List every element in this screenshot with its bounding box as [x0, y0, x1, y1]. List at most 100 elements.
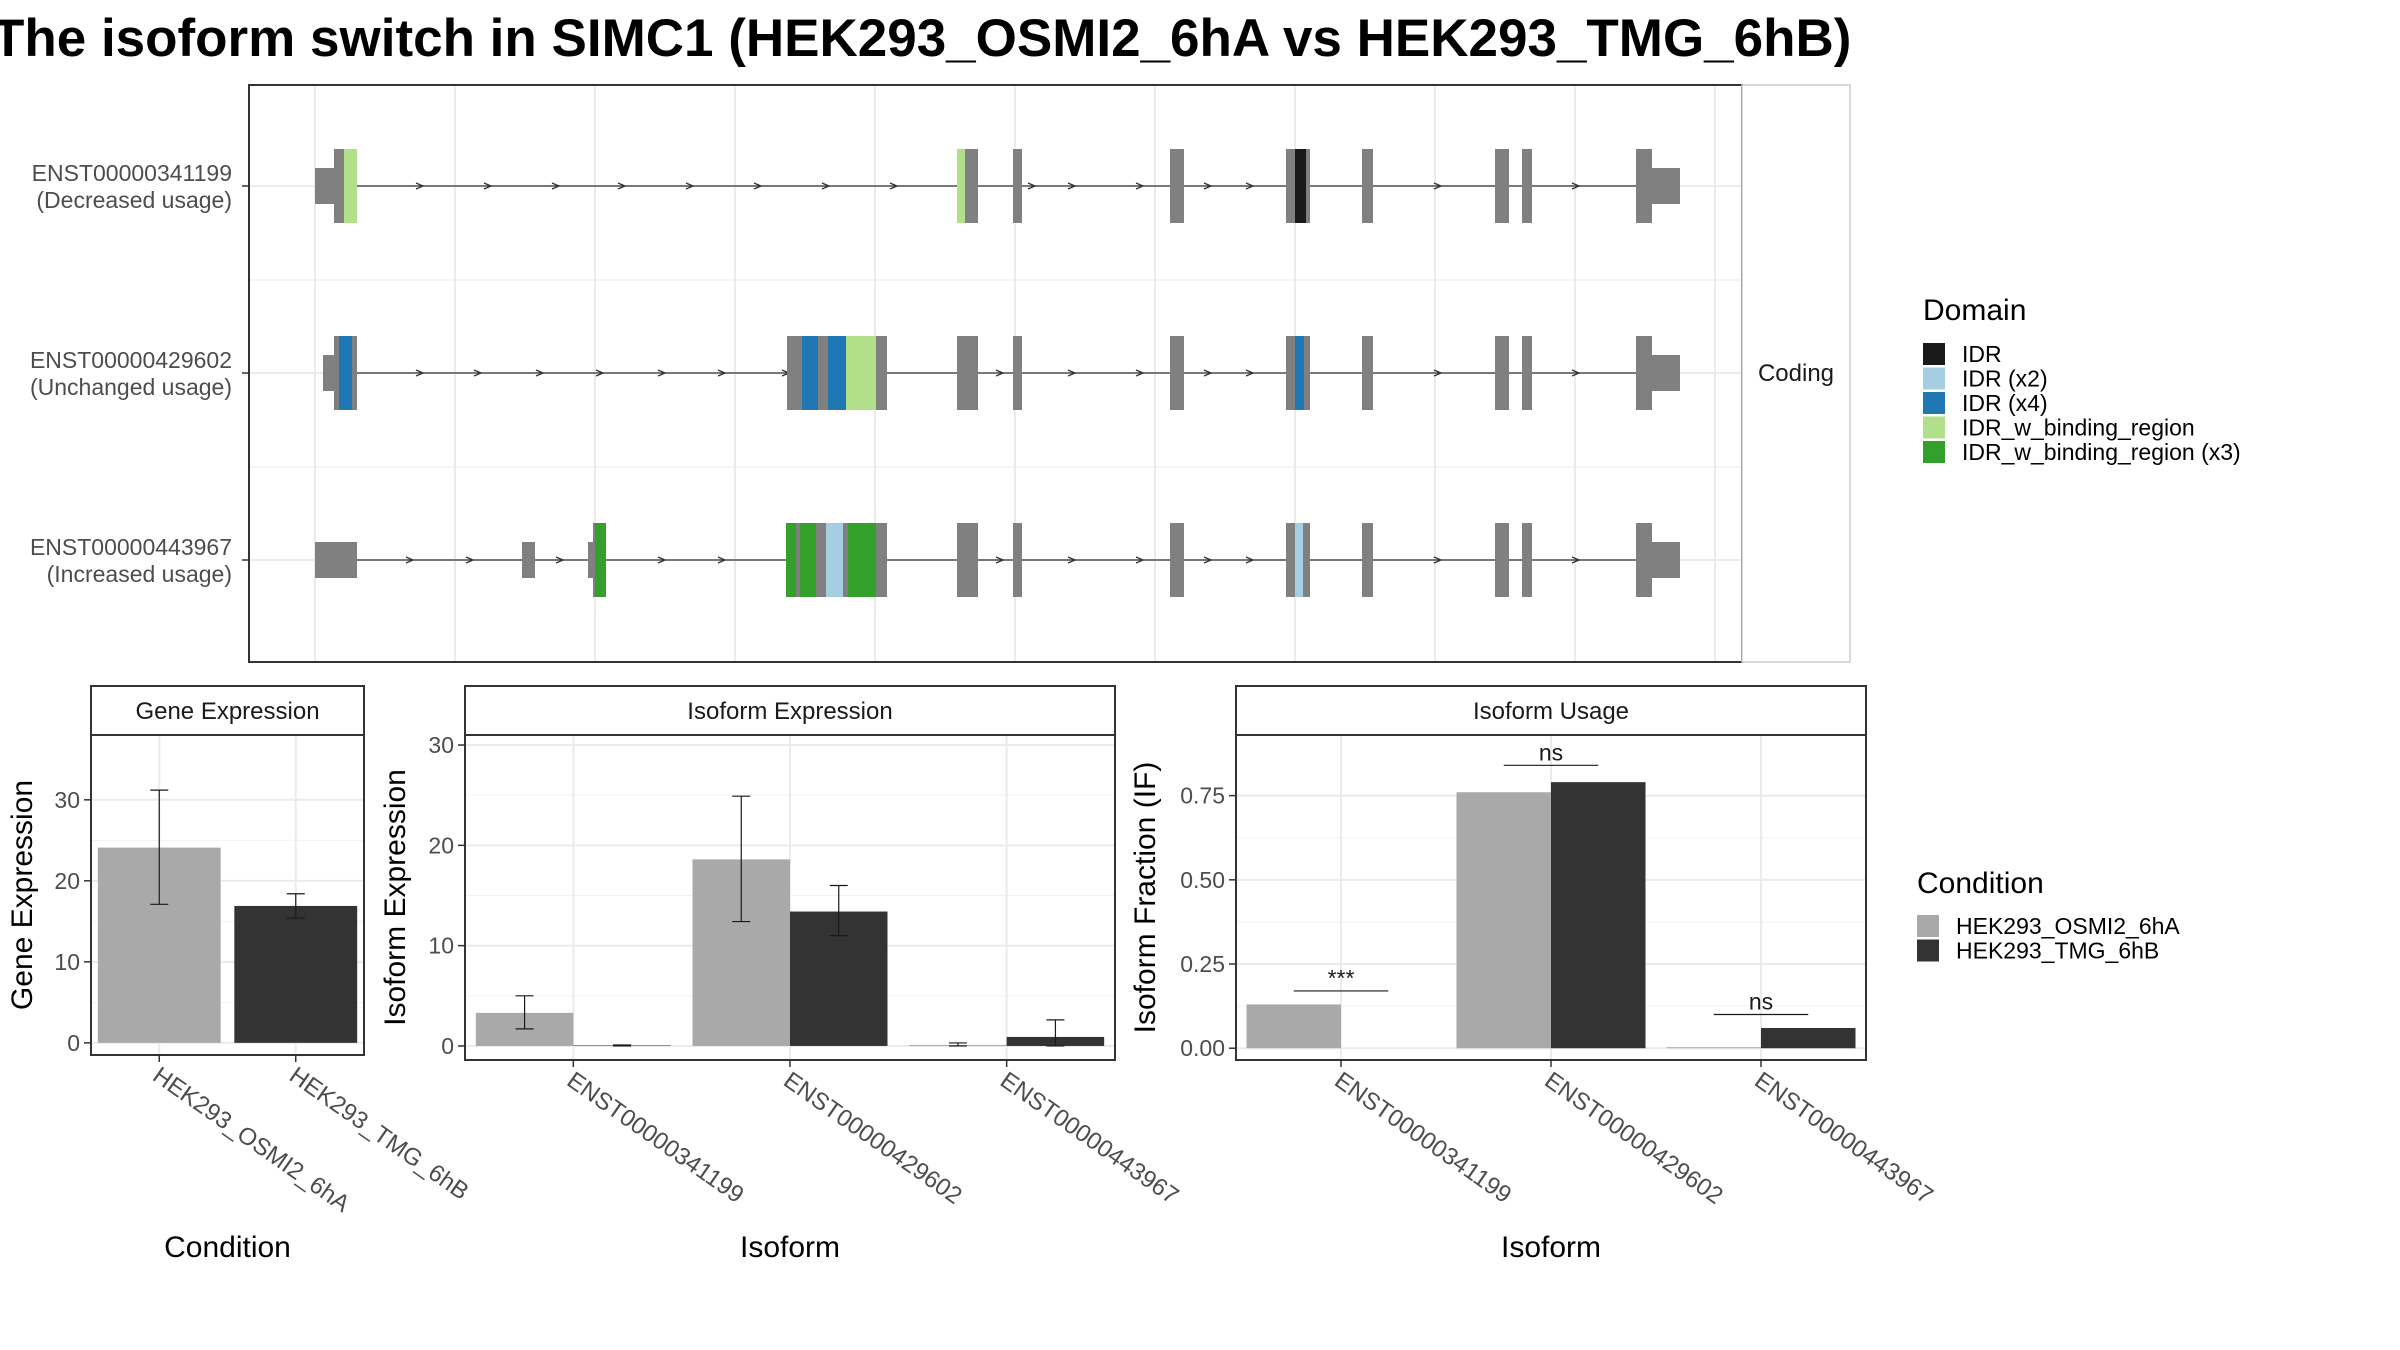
- exon: [818, 336, 828, 410]
- y-tick-label: 10: [54, 949, 80, 975]
- bar: [1456, 792, 1551, 1049]
- exon: [787, 336, 802, 410]
- exon: [800, 523, 816, 597]
- intron-arrow: [1067, 182, 1077, 190]
- panel-strip-title: Isoform Expression: [687, 698, 892, 725]
- y-tick-label: 0.50: [1180, 867, 1225, 893]
- condition-legend-title: Condition: [1917, 867, 2044, 900]
- exon: [593, 523, 595, 597]
- exon: [522, 542, 535, 578]
- panel-strip: [1235, 685, 1867, 736]
- exon: [1170, 149, 1184, 223]
- exon: [1295, 336, 1304, 410]
- exon: [315, 542, 357, 578]
- intron-arrow: [889, 182, 899, 190]
- domain-legend-swatch: [1923, 367, 1945, 390]
- exon: [843, 523, 848, 597]
- y-tick-label: 0.75: [1180, 783, 1225, 809]
- intron-arrow: [1203, 556, 1213, 564]
- exon: [339, 336, 352, 410]
- exon: [334, 149, 344, 223]
- bar: [234, 905, 358, 1043]
- isoform-id-label: ENST00000429602: [30, 347, 232, 373]
- intron-arrow: [1433, 182, 1443, 190]
- intron-arrow: [685, 182, 695, 190]
- exon: [1304, 336, 1310, 410]
- y-axis-title: Isoform Fraction (IF): [1129, 762, 1162, 1034]
- intron-arrow: [1135, 182, 1145, 190]
- condition-legend-label: HEK293_TMG_6hB: [1956, 938, 2159, 964]
- intron-arrow: [657, 556, 667, 564]
- intron-arrow: [821, 182, 831, 190]
- exon: [344, 149, 357, 223]
- domain-legend-label: IDR_w_binding_region (x3): [1962, 439, 2241, 465]
- panel-strip: [464, 685, 1116, 736]
- intron-arrow: [465, 556, 475, 564]
- intron-arrow: [1203, 182, 1213, 190]
- exon: [848, 523, 876, 597]
- x-tick-label: ENST00000341199: [562, 1067, 749, 1209]
- domain-legend-label: IDR (x2): [1962, 366, 2048, 392]
- condition-legend-swatch: [1917, 915, 1939, 937]
- intron-arrow: [1433, 556, 1443, 564]
- y-tick-label: 0.00: [1180, 1035, 1225, 1061]
- intron-arrow: [617, 182, 627, 190]
- exon: [1652, 355, 1680, 391]
- exon: [1495, 336, 1509, 410]
- intron-arrow: [415, 182, 425, 190]
- intron-arrow: [753, 182, 763, 190]
- x-axis-title: Condition: [164, 1231, 291, 1264]
- domain-legend-swatch: [1923, 416, 1945, 439]
- bar: [1761, 1028, 1856, 1049]
- exon: [1295, 523, 1303, 597]
- x-tick-label: ENST00000429602: [1540, 1067, 1728, 1210]
- isoform-usage-label: (Unchanged usage): [30, 374, 232, 400]
- intron-arrow: [535, 369, 545, 377]
- intron-arrow: [405, 556, 415, 564]
- intron-arrow: [1571, 369, 1581, 377]
- x-tick-label: ENST00000429602: [779, 1067, 967, 1210]
- exon: [595, 523, 606, 597]
- panel-strip: [90, 685, 365, 736]
- intron-arrow: [1203, 369, 1213, 377]
- exon: [1522, 523, 1532, 597]
- exon: [1286, 336, 1295, 410]
- intron-arrow: [555, 556, 565, 564]
- intron-arrow: [483, 182, 493, 190]
- intron-arrow: [717, 556, 727, 564]
- exon: [1013, 336, 1022, 410]
- intron-arrow: [1067, 556, 1077, 564]
- intron-arrow: [1245, 182, 1255, 190]
- exon: [1636, 336, 1652, 410]
- intron-arrow: [1571, 182, 1581, 190]
- x-tick-label: ENST00000341199: [1330, 1067, 1517, 1209]
- significance-label: ns: [1749, 989, 1773, 1015]
- y-tick-label: 30: [428, 732, 454, 758]
- intron-arrow: [995, 556, 1005, 564]
- x-tick-label: ENST00000443967: [1750, 1067, 1938, 1210]
- intron-arrow: [1571, 556, 1581, 564]
- y-tick-label: 20: [54, 868, 80, 894]
- condition-legend-swatch: [1917, 939, 1939, 962]
- intron-arrow: [995, 369, 1005, 377]
- exon: [802, 336, 818, 410]
- domain-legend-label: IDR: [1962, 341, 2002, 367]
- exon: [315, 168, 337, 204]
- exon: [1495, 523, 1509, 597]
- isoform-id-label: ENST00000443967: [30, 534, 232, 560]
- intron-arrow: [717, 369, 727, 377]
- exon: [965, 149, 978, 223]
- exon: [1170, 523, 1184, 597]
- intron-arrow: [595, 369, 605, 377]
- exon: [1286, 523, 1295, 597]
- y-tick-label: 0: [441, 1033, 454, 1059]
- y-tick-label: 30: [54, 787, 80, 813]
- exon: [1013, 523, 1022, 597]
- significance-label: ns: [1539, 739, 1563, 765]
- bar: [1551, 782, 1646, 1049]
- exon: [588, 542, 593, 578]
- isoform-usage-chart: *** ns ns Isoform Usage 0.00 0.25 0.50 0.75 ENST…: [1129, 685, 1938, 1264]
- exon: [826, 523, 843, 597]
